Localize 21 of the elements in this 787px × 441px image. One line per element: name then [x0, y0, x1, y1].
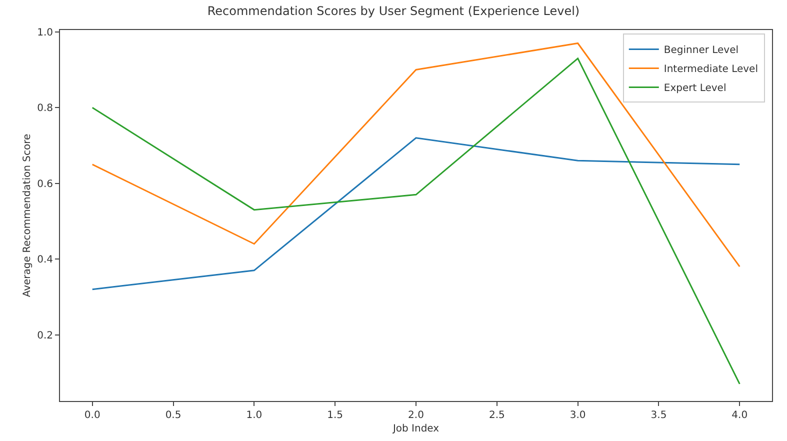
legend-label: Expert Level — [664, 83, 726, 94]
x-tick-label: 4.0 — [732, 410, 748, 421]
y-axis-title: Average Recommendation Score — [22, 134, 33, 298]
y-tick-label: 0.4 — [37, 254, 53, 266]
x-tick-label: 1.0 — [246, 410, 262, 421]
x-tick-label: 2.5 — [488, 410, 505, 421]
x-tick-label: 0.0 — [84, 410, 100, 421]
x-tick-label: 2.0 — [408, 410, 424, 421]
x-tick-label: 1.5 — [327, 410, 344, 421]
y-tick-label: 0.2 — [37, 330, 53, 342]
y-tick-label: 0.6 — [37, 178, 53, 190]
y-tick-label: 1.0 — [37, 27, 53, 38]
y-tick-label: 0.8 — [37, 103, 53, 114]
line-series — [92, 137, 740, 290]
legend-label: Intermediate Level — [664, 64, 758, 76]
legend-label: Beginner Level — [664, 45, 739, 56]
chart-title: Recommendation Scores by User Segment (Experience Level) — [207, 4, 580, 18]
x-tick-label: 0.5 — [165, 410, 182, 421]
x-tick-label: 3.0 — [570, 410, 586, 421]
x-tick-label: 3.5 — [650, 410, 667, 421]
x-axis-title: Job Index — [392, 424, 440, 434]
